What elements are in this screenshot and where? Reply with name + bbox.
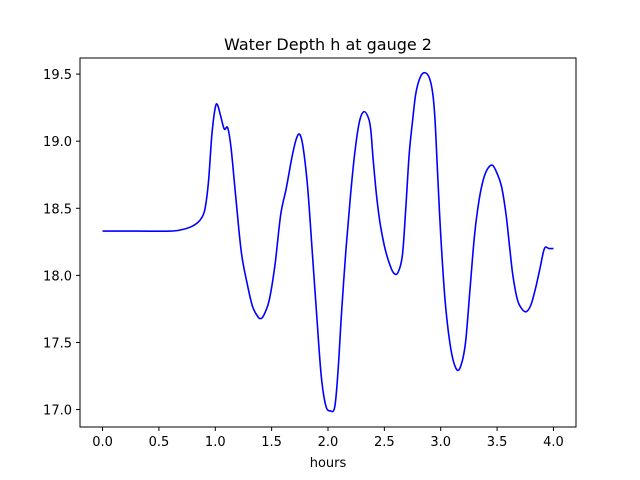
x-axis-label: hours — [310, 456, 347, 471]
x-tick-label: 0.5 — [149, 435, 170, 450]
x-tick-label: 1.5 — [261, 435, 282, 450]
x-tick-label: 0.0 — [92, 435, 113, 450]
x-tick-label: 1.0 — [205, 435, 226, 450]
y-tick-label: 17.5 — [43, 336, 72, 351]
y-tick-label: 17.0 — [43, 404, 72, 419]
plot-area — [102, 71, 554, 413]
chart-title: Water Depth h at gauge 2 — [224, 35, 432, 54]
series-line-water-depth — [102, 71, 554, 413]
y-tick-label: 19.0 — [43, 135, 72, 150]
x-tick-label: 2.0 — [318, 435, 339, 450]
y-tick-label: 19.5 — [43, 68, 72, 83]
x-tick-label: 2.5 — [374, 435, 395, 450]
x-tick-label: 4.0 — [543, 435, 564, 450]
axis-ticks: 0.0 0.5 1.0 1.5 2.0 2.5 3.0 3.5 4.0 17.0 17.5 18.0 1… — [43, 68, 564, 450]
x-tick-label: 3.0 — [430, 435, 451, 450]
y-tick-label: 18.5 — [43, 202, 72, 217]
x-tick-label: 3.5 — [487, 435, 508, 450]
y-tick-label: 18.0 — [43, 269, 72, 284]
